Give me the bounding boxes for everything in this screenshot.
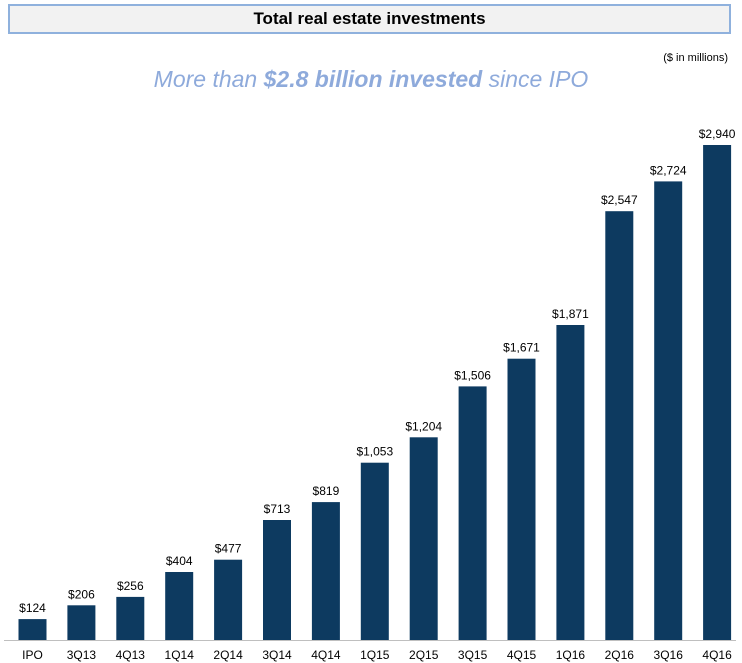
data-label-3Q13: $206 — [68, 587, 95, 601]
data-label-3Q14: $713 — [264, 502, 291, 516]
data-label-4Q14: $819 — [313, 484, 340, 498]
bar-2Q16 — [605, 211, 634, 640]
bar-4Q15 — [507, 358, 536, 640]
bar-1Q16 — [556, 325, 585, 640]
x-tick-label-1Q15: 1Q15 — [360, 648, 390, 662]
units-note: ($ in millions) — [663, 52, 728, 64]
x-tick-labels-group: IPO 3Q13 4Q13 1Q14 2Q14 3Q14 4Q14 1Q15 2Q15 3Q15 4… — [22, 648, 732, 662]
x-tick-label-IPO: IPO — [22, 648, 43, 662]
data-label-3Q15: $1,506 — [454, 368, 491, 382]
header-box: Total real estate investments — [8, 4, 731, 34]
x-tick-label-4Q14: 4Q14 — [311, 648, 341, 662]
x-tick-label-3Q15: 3Q15 — [458, 648, 488, 662]
x-tick-label-1Q14: 1Q14 — [165, 648, 195, 662]
data-label-1Q16: $1,871 — [552, 307, 589, 321]
bar-1Q15 — [360, 462, 389, 640]
data-label-4Q15: $1,671 — [503, 341, 540, 355]
x-tick-label-2Q15: 2Q15 — [409, 648, 439, 662]
bar-4Q16 — [703, 145, 732, 640]
bar-4Q13 — [116, 596, 145, 640]
x-tick-label-3Q13: 3Q13 — [67, 648, 97, 662]
bar-3Q14 — [263, 520, 291, 640]
bar-4Q14 — [311, 502, 340, 640]
subtitle: More than $2.8 billion invested since IP… — [0, 66, 742, 93]
x-tick-label-2Q16: 2Q16 — [605, 648, 635, 662]
x-tick-label-4Q15: 4Q15 — [507, 648, 537, 662]
subtitle-emphasis: $2.8 billion invested — [263, 66, 483, 92]
data-label-3Q16: $2,724 — [650, 163, 687, 177]
subtitle-prefix: More than — [153, 66, 264, 92]
x-tick-label-1Q16: 1Q16 — [556, 648, 586, 662]
x-tick-label-4Q16: 4Q16 — [702, 648, 732, 662]
bar-2Q15 — [409, 437, 438, 640]
x-tick-label-3Q14: 3Q14 — [262, 648, 292, 662]
data-label-1Q14: $404 — [166, 554, 193, 568]
data-labels-group: $124 $206 $256 $404 $477 $713 $819 $1,053 $1,204… — [19, 127, 736, 615]
data-label-1Q15: $1,053 — [356, 445, 393, 459]
data-label-4Q16: $2,940 — [699, 127, 736, 141]
data-label-4Q13: $256 — [117, 579, 144, 593]
bar-2Q14 — [214, 559, 243, 640]
data-label-2Q15: $1,204 — [405, 419, 442, 433]
subtitle-suffix: since IPO — [482, 66, 589, 92]
data-label-2Q16: $2,547 — [601, 193, 638, 207]
bar-3Q13 — [67, 605, 96, 640]
x-tick-label-3Q16: 3Q16 — [654, 648, 684, 662]
bars-group — [18, 145, 732, 640]
x-tick-label-4Q13: 4Q13 — [116, 648, 146, 662]
bar-3Q15 — [458, 386, 487, 640]
bar-1Q14 — [165, 572, 194, 640]
data-label-2Q14: $477 — [215, 542, 242, 556]
bar-3Q16 — [654, 181, 683, 640]
data-label-IPO: $124 — [19, 601, 46, 615]
bar-IPO — [18, 619, 47, 640]
chart-title: Total real estate investments — [253, 9, 486, 28]
x-tick-label-2Q14: 2Q14 — [213, 648, 243, 662]
